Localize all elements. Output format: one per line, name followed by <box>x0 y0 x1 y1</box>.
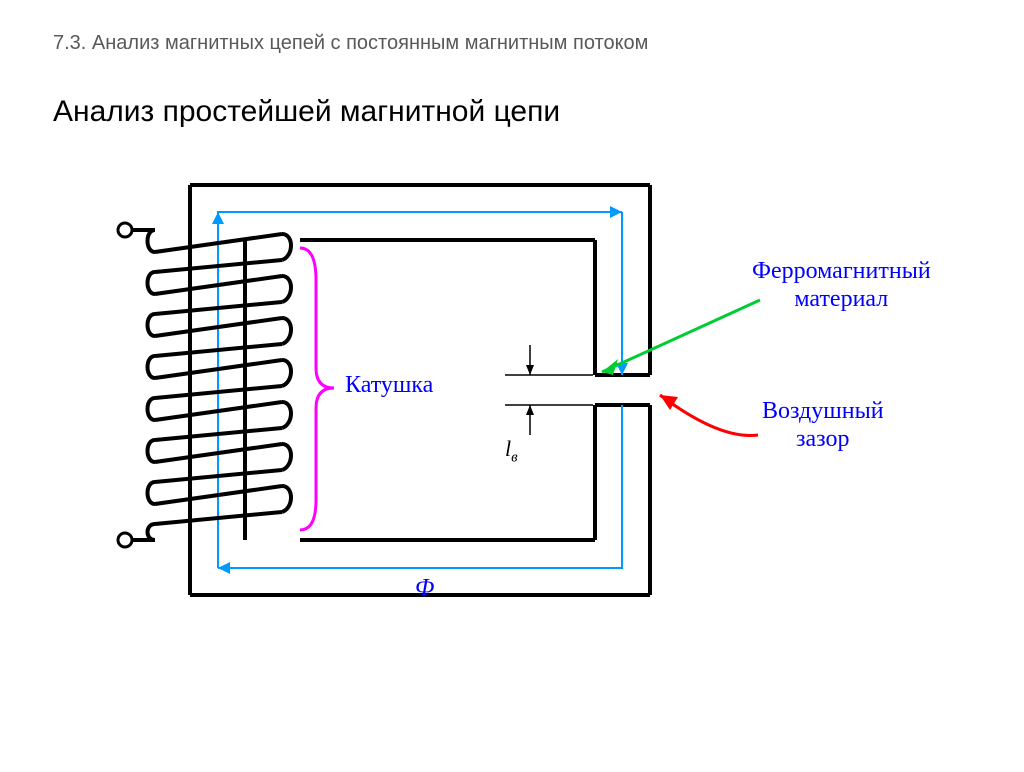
coil-label: Катушка <box>345 372 433 400</box>
ferromagnetic-label: Ферромагнитный материал <box>752 258 931 313</box>
ferro-label-line2: материал <box>794 286 888 312</box>
coil-brace <box>300 248 334 530</box>
terminal-bottom <box>118 533 132 547</box>
gap-dimension <box>505 345 593 435</box>
gap-length-label: lв <box>505 436 518 466</box>
airgap-arrow <box>660 395 758 436</box>
airgap-label-line2: зазор <box>796 426 849 452</box>
ferro-label-line1: Ферромагнитный <box>752 258 931 284</box>
gap-edges <box>595 375 650 405</box>
magnetic-circuit-diagram <box>0 0 1024 767</box>
airgap-label: Воздушный зазор <box>762 398 884 453</box>
airgap-label-line1: Воздушный <box>762 398 884 424</box>
terminal-top <box>118 223 132 237</box>
flux-label: Ф <box>415 575 434 603</box>
